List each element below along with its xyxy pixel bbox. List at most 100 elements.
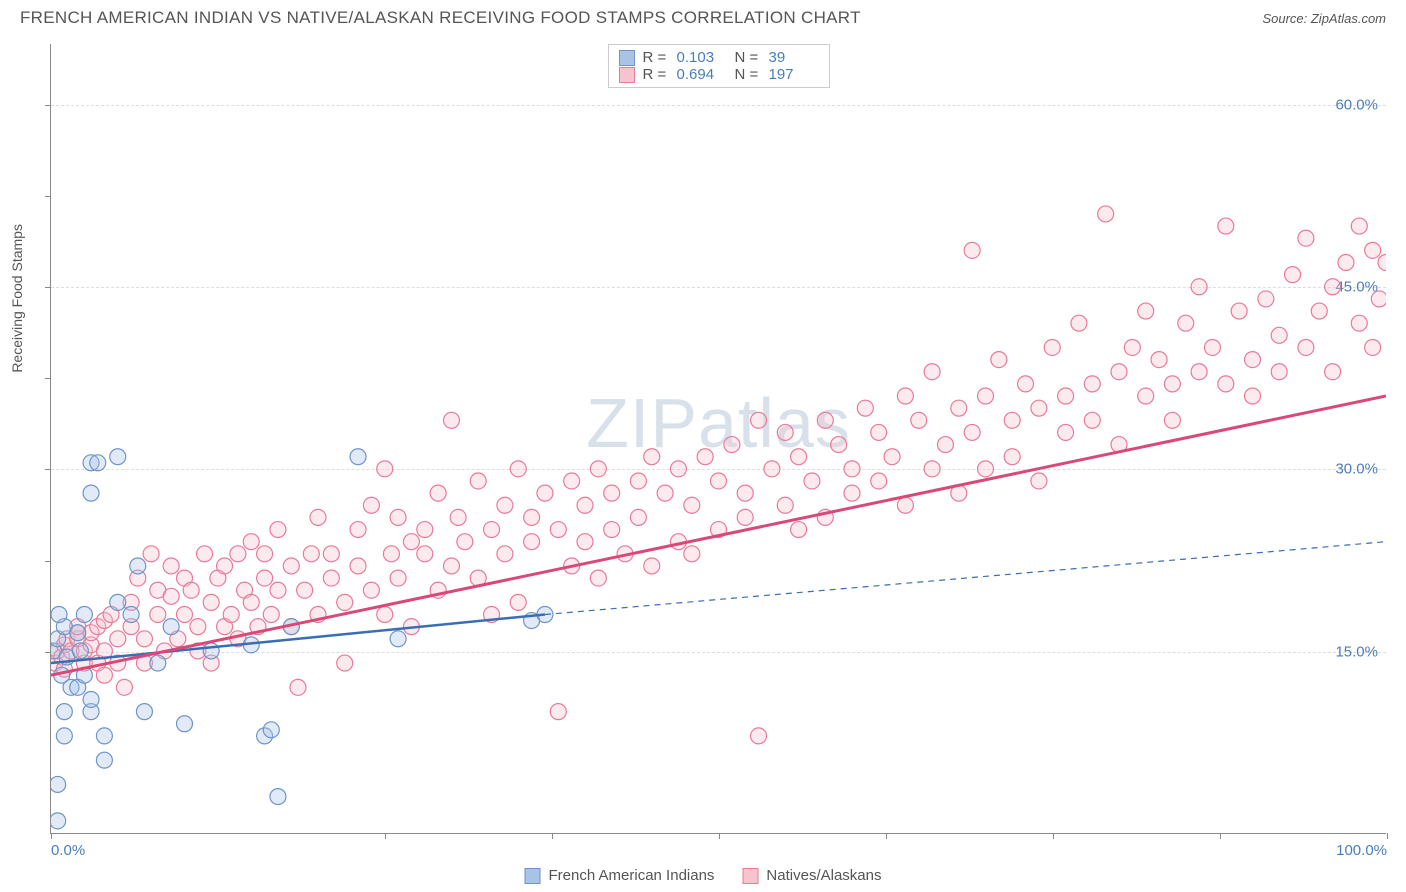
data-point (72, 643, 88, 659)
legend-item: French American Indians (525, 867, 715, 884)
data-point (1325, 279, 1341, 295)
legend-label: French American Indians (549, 867, 715, 884)
data-point (457, 534, 473, 550)
data-point (964, 424, 980, 440)
legend-label: Natives/Alaskans (766, 867, 881, 884)
data-point (1004, 412, 1020, 428)
data-point (550, 704, 566, 720)
data-point (177, 607, 193, 623)
data-point (1365, 242, 1381, 258)
data-point (96, 752, 112, 768)
data-point (804, 473, 820, 489)
data-point (630, 509, 646, 525)
data-point (1151, 352, 1167, 368)
data-point (604, 522, 620, 538)
data-point (1325, 364, 1341, 380)
n-label: N = (735, 66, 761, 83)
data-point (110, 594, 126, 610)
data-point (417, 546, 433, 562)
data-point (217, 558, 233, 574)
data-point (831, 437, 847, 453)
data-point (630, 473, 646, 489)
data-point (283, 558, 299, 574)
data-point (143, 546, 159, 562)
data-point (56, 728, 72, 744)
data-point (897, 388, 913, 404)
data-point (737, 485, 753, 501)
data-point (1124, 339, 1140, 355)
data-point (857, 400, 873, 416)
data-point (1018, 376, 1034, 392)
x-tick (719, 833, 720, 839)
chart-title: FRENCH AMERICAN INDIAN VS NATIVE/ALASKAN… (20, 8, 861, 28)
data-point (1191, 279, 1207, 295)
data-point (1285, 267, 1301, 283)
r-value: 0.103 (677, 49, 727, 66)
data-point (777, 424, 793, 440)
chart-plot-area: Receiving Food Stamps ZIPatlas R = 0.103… (50, 44, 1386, 834)
data-point (303, 546, 319, 562)
data-point (96, 728, 112, 744)
x-tick (385, 833, 386, 839)
data-point (951, 400, 967, 416)
data-point (1231, 303, 1247, 319)
data-point (110, 631, 126, 647)
data-point (270, 522, 286, 538)
data-point (1218, 218, 1234, 234)
n-label: N = (735, 49, 761, 66)
data-point (116, 679, 132, 695)
data-point (1084, 412, 1100, 428)
data-point (684, 497, 700, 513)
x-tick (1220, 833, 1221, 839)
data-point (590, 461, 606, 477)
data-point (430, 485, 446, 501)
x-tick (552, 833, 553, 839)
data-point (263, 607, 279, 623)
data-point (110, 449, 126, 465)
r-label: R = (643, 66, 669, 83)
legend-swatch-icon (619, 67, 635, 83)
data-point (1004, 449, 1020, 465)
data-point (1378, 255, 1386, 271)
data-point (163, 558, 179, 574)
data-point (897, 497, 913, 513)
data-point (764, 461, 780, 477)
header: FRENCH AMERICAN INDIAN VS NATIVE/ALASKAN… (0, 0, 1406, 32)
data-point (263, 722, 279, 738)
data-point (657, 485, 673, 501)
data-point (937, 437, 953, 453)
scatter-svg (51, 44, 1386, 833)
legend-swatch-icon (619, 50, 635, 66)
data-point (150, 607, 166, 623)
data-point (136, 704, 152, 720)
data-point (751, 412, 767, 428)
data-point (791, 522, 807, 538)
data-point (450, 509, 466, 525)
data-point (130, 558, 146, 574)
data-point (76, 607, 92, 623)
data-point (1111, 364, 1127, 380)
data-point (203, 643, 219, 659)
data-point (711, 473, 727, 489)
data-point (577, 497, 593, 513)
data-point (817, 412, 833, 428)
data-point (297, 582, 313, 598)
data-point (564, 473, 580, 489)
data-point (524, 534, 540, 550)
data-point (1058, 424, 1074, 440)
data-point (310, 509, 326, 525)
data-point (177, 716, 193, 732)
data-point (83, 691, 99, 707)
data-point (497, 546, 513, 562)
data-point (323, 546, 339, 562)
data-point (337, 594, 353, 610)
data-point (1191, 364, 1207, 380)
data-point (1351, 315, 1367, 331)
data-point (183, 582, 199, 598)
n-value: 197 (769, 66, 819, 83)
data-point (537, 485, 553, 501)
data-point (550, 522, 566, 538)
data-point (1271, 364, 1287, 380)
data-point (1031, 473, 1047, 489)
x-tick (1053, 833, 1054, 839)
